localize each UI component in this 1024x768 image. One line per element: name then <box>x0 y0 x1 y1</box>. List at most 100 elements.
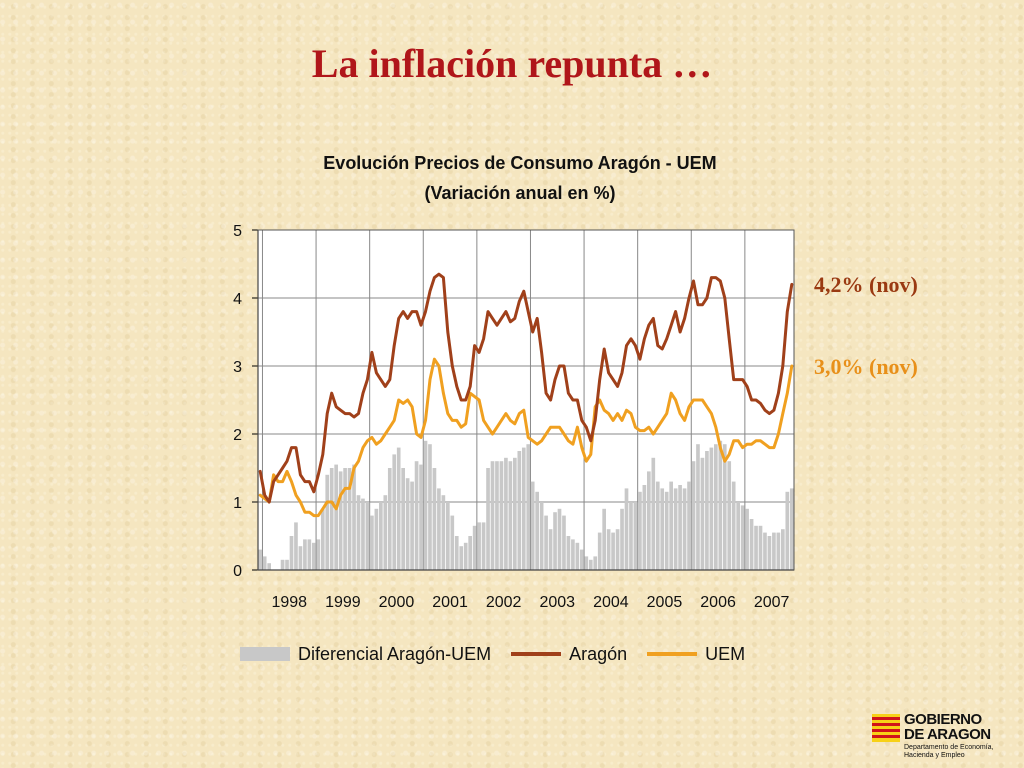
plot-area <box>258 230 794 570</box>
diferencial-bar <box>548 529 553 570</box>
logo-department: Departamento de Economía, Hacienda y Emp… <box>904 744 1004 760</box>
y-tick-label: 4 <box>233 291 242 308</box>
legend-label-aragon: Aragón <box>569 643 628 664</box>
diferencial-bar <box>387 468 392 570</box>
aragon-flag-icon <box>872 714 900 742</box>
diferencial-bar <box>392 454 397 570</box>
diferencial-bar <box>508 461 513 570</box>
y-tick-label: 0 <box>233 563 242 580</box>
diferencial-bar <box>691 461 696 570</box>
diferencial-bar <box>267 563 271 570</box>
diferencial-bar <box>320 508 325 570</box>
diferencial-bar <box>428 444 432 570</box>
diferencial-bar <box>781 529 785 570</box>
aragon-series-line <box>258 272 794 504</box>
diferencial-bar <box>521 447 526 570</box>
diferencial-bar <box>477 522 481 570</box>
diferencial-bar <box>316 539 321 570</box>
gobierno-aragon-logo: GOBIERNO DE ARAGON Departamento de Econo… <box>872 712 1012 762</box>
legend-label-diferencial: Diferencial Aragón-UEM <box>298 643 492 664</box>
diferencial-bar <box>432 468 437 570</box>
x-tick-label: 1999 <box>325 594 361 611</box>
diferencial-bar <box>423 440 428 570</box>
diferencial-bar <box>446 502 450 570</box>
diferencial-bar <box>379 502 383 570</box>
diferencial-bar <box>504 457 508 570</box>
diferencial-bar <box>450 515 455 570</box>
diferencial-bar <box>664 491 669 570</box>
x-tick-label: 2005 <box>647 594 683 611</box>
plot-border <box>257 229 795 571</box>
diferencial-bar <box>638 491 642 570</box>
diferencial-bar <box>655 481 660 570</box>
diferencial-bar <box>526 444 531 570</box>
x-tick-label: 2006 <box>700 594 736 611</box>
legend-item-aragon: Aragón <box>511 644 627 665</box>
legend-swatch-diferencial <box>240 647 290 661</box>
diferencial-bar <box>383 495 388 570</box>
diferencial-bar <box>611 532 615 570</box>
diferencial-bar <box>709 447 714 570</box>
diferencial-bar <box>468 536 472 570</box>
diferencial-bar <box>410 481 414 570</box>
slide-title: La inflación repunta … <box>311 41 713 86</box>
diferencial-bar <box>700 457 705 570</box>
diferencial-bar <box>258 549 263 570</box>
x-tick-label: 2002 <box>486 594 522 611</box>
diferencial-bar <box>736 502 740 570</box>
diferencial-bar <box>530 481 535 570</box>
diferencial-bar <box>329 468 334 570</box>
diferencial-bar <box>401 468 405 570</box>
diferencial-bar <box>334 464 338 570</box>
legend-item-diferencial: Diferencial Aragón-UEM <box>240 644 491 665</box>
y-tick-label: 3 <box>233 359 242 376</box>
diferencial-bar <box>580 549 584 570</box>
uem-latest-annotation: 3,0% (nov) <box>814 354 918 379</box>
diferencial-bar <box>562 515 566 570</box>
diferencial-bar <box>575 542 580 570</box>
diferencial-bar <box>669 481 673 570</box>
diferencial-bar <box>673 488 678 570</box>
diferencial-bar <box>419 464 423 570</box>
diferencial-bar <box>499 461 504 570</box>
diferencial-bar <box>535 491 539 570</box>
diferencial-bar <box>325 474 330 570</box>
logo-dept-line-2: Hacienda y Empleo <box>904 752 965 759</box>
logo-line-1: GOBIERNO <box>904 711 982 728</box>
diferencial-bar <box>517 451 522 570</box>
diferencial-bar <box>280 559 285 570</box>
x-tick-label: 2004 <box>593 594 629 611</box>
diferencial-bar <box>557 508 562 570</box>
diferencial-bar <box>352 464 356 570</box>
diferencial-bar <box>262 556 267 570</box>
diferencial-bar <box>588 559 593 570</box>
legend-item-uem: UEM <box>647 644 745 665</box>
diferencial-bar <box>745 508 749 570</box>
diferencial-bar <box>481 522 486 570</box>
legend-swatch-aragon <box>511 652 562 656</box>
diferencial-bar <box>597 532 602 570</box>
x-tick-label: 2001 <box>432 594 468 611</box>
diferencial-bar <box>731 481 736 570</box>
diferencial-bar <box>370 515 374 570</box>
diferencial-bar <box>343 468 347 570</box>
diferencial-bar <box>303 539 307 570</box>
diferencial-bar <box>437 488 441 570</box>
diferencial-bar <box>463 542 468 570</box>
logo-dept-line-1: Departamento de Economía, <box>904 744 994 751</box>
diferencial-bar <box>472 525 477 570</box>
diferencial-bar <box>718 440 723 570</box>
diferencial-bar <box>312 542 316 570</box>
diferencial-bar <box>338 471 343 570</box>
diferencial-bar <box>289 536 294 570</box>
diferencial-bar <box>593 556 598 570</box>
diferencial-bar <box>620 508 624 570</box>
chart-title: Evolución Precios de Consumo Aragón - UE… <box>323 153 717 173</box>
logo-line-2: DE ARAGON <box>904 726 991 743</box>
diferencial-bar <box>678 485 682 570</box>
diferencial-bar <box>414 461 419 570</box>
diferencial-bar <box>772 532 776 570</box>
diferencial-bar <box>298 546 303 570</box>
uem-series-line <box>258 357 794 518</box>
